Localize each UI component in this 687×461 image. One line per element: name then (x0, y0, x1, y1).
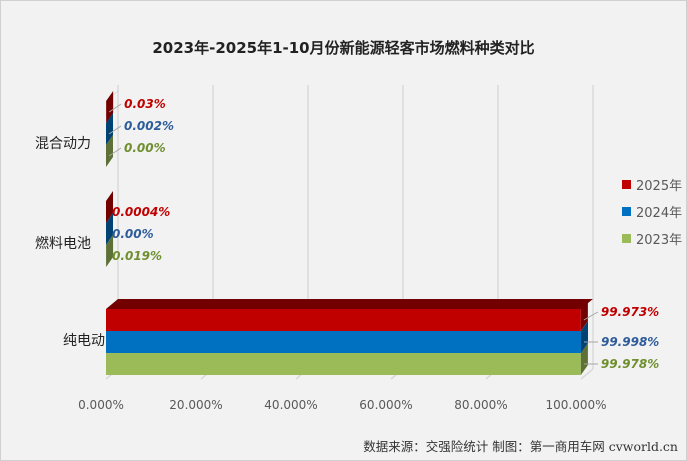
bar-side (106, 135, 113, 167)
data-label: 99.973% (601, 305, 659, 319)
bar-side (106, 91, 114, 123)
leader-line (108, 125, 122, 135)
category-label: 混合动力 (35, 136, 91, 152)
legend-item: 2025年 (622, 175, 682, 194)
data-label: 0.03% (124, 97, 166, 111)
bar (106, 309, 581, 331)
data-label: 0.019% (112, 249, 162, 263)
x-tick-label: 0.000% (78, 398, 124, 412)
bar-side (106, 113, 114, 145)
data-label: 0.002% (124, 119, 174, 133)
bar-side (106, 213, 113, 245)
leader-line (108, 147, 122, 157)
source-note: 数据来源：交强险统计 制图：第一商用车网 cvworld.cn (363, 439, 678, 454)
legend-item: 2023年 (622, 229, 682, 248)
legend-swatch (622, 207, 631, 216)
bar-top (106, 299, 593, 309)
bar-side (106, 235, 114, 267)
legend-label: 2024年 (636, 206, 683, 221)
bar-side (106, 191, 114, 223)
gridline-floor (580, 368, 594, 380)
bar-side (580, 343, 588, 375)
x-tick-label: 60.000% (359, 398, 412, 412)
data-label: 0.0004% (112, 205, 170, 219)
legend-label: 2023年 (636, 233, 683, 248)
legend-swatch (622, 180, 631, 189)
category-label: 燃料电池 (35, 236, 91, 252)
leader-line (583, 311, 599, 321)
x-tick-label: 40.000% (264, 398, 317, 412)
bar (106, 331, 581, 353)
legend-item: 2024年 (622, 202, 682, 221)
leader-line (108, 103, 122, 113)
data-label: 99.998% (601, 335, 659, 349)
data-label: 99.978% (601, 357, 659, 371)
x-tick-label: 100.000% (545, 398, 606, 412)
data-label: 0.00% (124, 141, 166, 155)
bar-side (580, 299, 588, 331)
bar (106, 353, 581, 375)
data-label: 0.00% (112, 227, 154, 241)
legend-swatch (622, 234, 631, 243)
bar-side (580, 321, 588, 353)
x-tick-label: 80.000% (454, 398, 507, 412)
chart-title: 2023年-2025年1-10月份新能源轻客市场燃料种类对比 (152, 39, 535, 57)
legend-label: 2025年 (636, 179, 683, 194)
category-label: 纯电动 (63, 333, 105, 349)
x-tick-label: 20.000% (169, 398, 222, 412)
